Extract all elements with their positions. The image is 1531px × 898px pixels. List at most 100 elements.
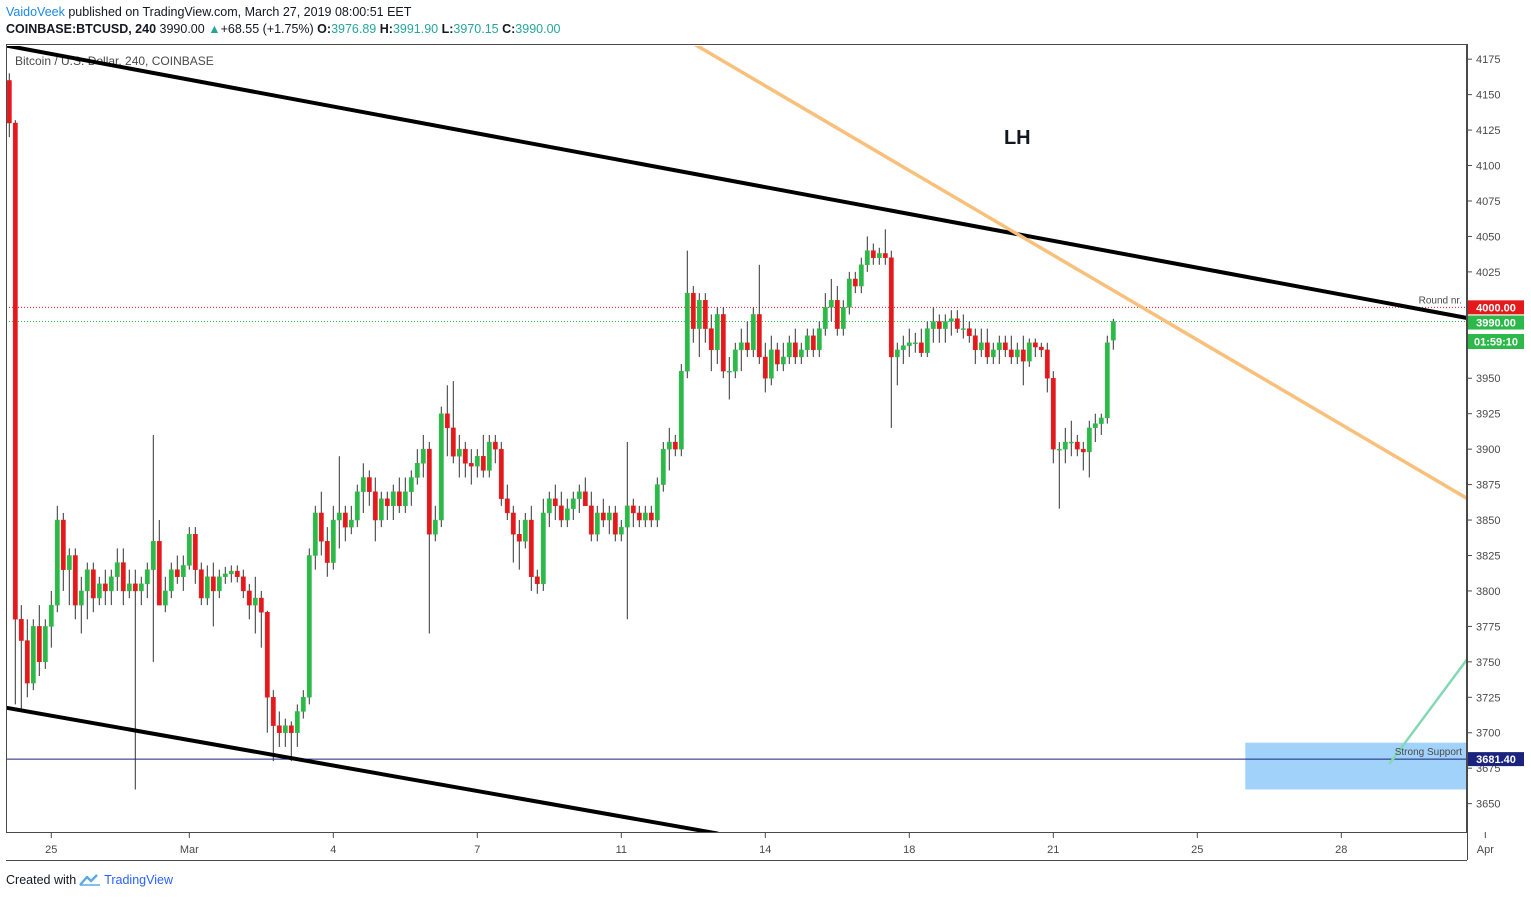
candle-body [288, 725, 294, 733]
candle [108, 569, 114, 606]
candle-body [786, 342, 792, 358]
candle-body [924, 328, 930, 353]
candle-body [156, 541, 162, 606]
candle [36, 605, 42, 677]
candle-body [954, 318, 960, 329]
candle-body [504, 498, 510, 514]
candle [240, 569, 246, 599]
candle-body [792, 342, 798, 358]
candle [258, 590, 264, 648]
candle [312, 505, 318, 570]
candle [828, 278, 834, 322]
candle [426, 442, 432, 634]
candle [804, 328, 810, 357]
candle [954, 310, 960, 333]
candle [408, 470, 414, 506]
candle-body [318, 512, 324, 542]
candle-body [78, 590, 84, 606]
candle-body [996, 342, 1002, 351]
candle [276, 711, 282, 747]
candle-body [258, 597, 264, 613]
candle-body [942, 321, 948, 329]
candle [186, 527, 192, 570]
candle-body [864, 250, 870, 265]
x-tick-label: 28 [1335, 844, 1347, 856]
footer: Created with TradingView [6, 873, 173, 887]
candle [1098, 413, 1104, 435]
candle [282, 718, 288, 747]
candle [762, 342, 768, 393]
candle-body [252, 597, 258, 606]
candle-body [654, 484, 660, 521]
candle-body [36, 626, 42, 663]
candle-body [348, 519, 354, 528]
candle-body [660, 448, 666, 485]
candle-body [858, 264, 864, 287]
candle-body [840, 307, 846, 329]
candle [516, 520, 522, 570]
candle-body [582, 491, 588, 507]
low-value: 3970.15 [453, 22, 499, 36]
candle [1104, 335, 1110, 424]
x-tick-label: 4 [330, 844, 336, 856]
candle [96, 576, 102, 606]
published-text: published on TradingView.com, March 27, … [68, 5, 412, 19]
candle [234, 565, 240, 583]
y-tick-label: 3800 [1476, 586, 1500, 598]
candle-body [966, 328, 972, 336]
candle [288, 721, 294, 762]
candle-body [66, 555, 72, 570]
candle-body [876, 253, 882, 258]
candle [684, 250, 690, 379]
candle [54, 505, 60, 613]
x-tick-label: Mar [180, 844, 199, 856]
candle [336, 456, 342, 549]
candle-body [114, 562, 120, 577]
candle-body [282, 725, 288, 733]
candle-body [300, 697, 306, 712]
candle-body [906, 342, 912, 346]
open-label: O: [317, 22, 332, 36]
candle [372, 477, 378, 542]
candle-body [708, 328, 714, 351]
candle [126, 569, 132, 599]
candle [858, 257, 864, 294]
candle-body [336, 512, 342, 521]
candle-body [948, 318, 954, 322]
candle-body [102, 583, 108, 592]
candle-body [1038, 346, 1044, 351]
candle [192, 527, 198, 584]
candle-body [444, 413, 450, 429]
candle [30, 619, 36, 691]
candle-body [900, 345, 906, 351]
candle-body [762, 356, 768, 379]
candle-body [564, 508, 570, 521]
last-price-badge-bg [1468, 315, 1524, 330]
tradingview-logo-icon [79, 874, 101, 886]
tradingview-link[interactable]: TradingView [104, 873, 173, 887]
author-link[interactable]: VaidoVeek [6, 5, 65, 19]
candle-body [822, 307, 828, 329]
candle [354, 484, 360, 528]
candle [756, 264, 762, 365]
y-tick-label: 3875 [1476, 480, 1500, 492]
candle-body [276, 725, 282, 733]
candle [204, 565, 210, 606]
candle [642, 505, 648, 528]
candle [342, 505, 348, 542]
candle-body [492, 441, 498, 450]
candle-body [894, 349, 900, 358]
round-number-label: Round nr. [1419, 295, 1462, 306]
candle-body [714, 314, 720, 351]
candle-body [312, 512, 318, 556]
candle-body [12, 122, 18, 620]
candle-body [1092, 423, 1098, 429]
candle [624, 442, 630, 620]
y-tick-label: 3725 [1476, 692, 1500, 704]
candle-body [642, 512, 648, 521]
symbol-label[interactable]: COINBASE:BTCUSD, 240 [6, 22, 157, 36]
candle [1092, 413, 1098, 443]
candle [174, 555, 180, 584]
candle [588, 491, 594, 542]
